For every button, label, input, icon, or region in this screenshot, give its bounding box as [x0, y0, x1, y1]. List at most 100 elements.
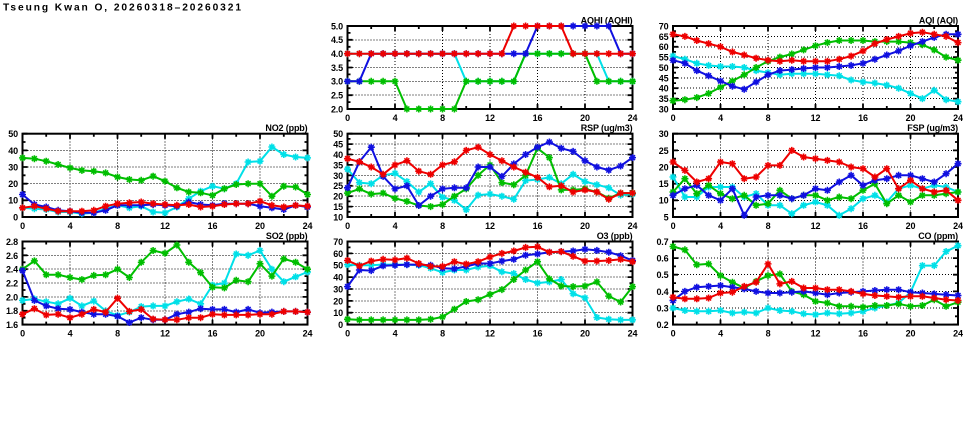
svg-text:20: 20: [580, 113, 590, 123]
svg-text:15: 15: [333, 202, 343, 212]
svg-text:8: 8: [115, 221, 120, 231]
svg-text:0: 0: [20, 329, 25, 339]
svg-text:2.0: 2.0: [331, 104, 343, 114]
svg-text:0: 0: [345, 329, 350, 339]
svg-text:0: 0: [13, 212, 18, 222]
svg-text:20: 20: [333, 192, 343, 202]
svg-text:12: 12: [485, 113, 495, 123]
svg-text:12: 12: [485, 329, 495, 339]
svg-text:CO (ppm): CO (ppm): [918, 231, 958, 241]
svg-text:4: 4: [393, 221, 398, 231]
svg-text:40: 40: [659, 84, 669, 94]
svg-text:0.4: 0.4: [656, 287, 668, 297]
svg-text:AQI (AQI): AQI (AQI): [919, 16, 958, 26]
svg-text:1.6: 1.6: [6, 320, 18, 330]
svg-text:0: 0: [345, 221, 350, 231]
svg-text:12: 12: [160, 329, 170, 339]
svg-text:SO2 (ppb): SO2 (ppb): [266, 231, 308, 241]
svg-text:0.3: 0.3: [656, 303, 668, 313]
svg-text:35: 35: [333, 160, 343, 170]
svg-text:4: 4: [68, 221, 73, 231]
svg-text:16: 16: [533, 221, 543, 231]
svg-text:30: 30: [659, 104, 669, 114]
svg-text:16: 16: [208, 221, 218, 231]
svg-text:30: 30: [8, 162, 18, 172]
svg-text:35: 35: [659, 94, 669, 104]
svg-text:15: 15: [659, 179, 669, 189]
svg-text:12: 12: [811, 221, 821, 231]
svg-text:4: 4: [68, 329, 73, 339]
svg-text:24: 24: [953, 113, 963, 123]
svg-text:24: 24: [953, 329, 963, 339]
svg-text:10: 10: [333, 308, 343, 318]
svg-text:16: 16: [858, 221, 868, 231]
svg-text:16: 16: [533, 329, 543, 339]
svg-text:10: 10: [8, 196, 18, 206]
svg-text:60: 60: [333, 249, 343, 259]
svg-text:20: 20: [333, 296, 343, 306]
svg-text:30: 30: [333, 171, 343, 181]
svg-text:24: 24: [628, 221, 638, 231]
svg-text:0: 0: [671, 221, 676, 231]
svg-text:0.5: 0.5: [656, 270, 668, 280]
svg-text:0: 0: [345, 113, 350, 123]
svg-text:20: 20: [255, 329, 265, 339]
svg-text:FSP (ug/m3): FSP (ug/m3): [907, 123, 958, 133]
svg-text:1.8: 1.8: [6, 306, 18, 316]
svg-text:24: 24: [303, 329, 313, 339]
svg-text:4: 4: [718, 329, 723, 339]
svg-text:25: 25: [659, 146, 669, 156]
svg-text:0: 0: [20, 221, 25, 231]
svg-text:25: 25: [333, 181, 343, 191]
svg-text:RSP (ug/m3): RSP (ug/m3): [581, 123, 633, 133]
svg-text:0: 0: [671, 113, 676, 123]
svg-text:16: 16: [858, 329, 868, 339]
svg-text:3.0: 3.0: [331, 77, 343, 87]
svg-text:10: 10: [659, 196, 669, 206]
svg-text:12: 12: [485, 221, 495, 231]
svg-text:3.5: 3.5: [331, 63, 343, 73]
svg-text:4.0: 4.0: [331, 49, 343, 59]
svg-text:20: 20: [906, 113, 916, 123]
svg-text:8: 8: [115, 329, 120, 339]
svg-text:2.4: 2.4: [6, 265, 18, 275]
svg-text:0.7: 0.7: [656, 237, 668, 247]
svg-text:0.2: 0.2: [656, 320, 668, 330]
svg-text:20: 20: [255, 221, 265, 231]
svg-text:10: 10: [333, 212, 343, 222]
svg-text:5.0: 5.0: [331, 21, 343, 31]
svg-text:16: 16: [858, 113, 868, 123]
svg-text:30: 30: [333, 284, 343, 294]
svg-text:20: 20: [580, 221, 590, 231]
svg-text:Tseung Kwan O, 20260318–202603: Tseung Kwan O, 20260318–20260321: [3, 3, 243, 14]
svg-text:45: 45: [333, 140, 343, 150]
svg-text:12: 12: [811, 113, 821, 123]
svg-text:65: 65: [659, 32, 669, 42]
svg-text:2.6: 2.6: [6, 251, 18, 261]
svg-text:45: 45: [659, 73, 669, 83]
svg-text:40: 40: [333, 273, 343, 283]
svg-text:70: 70: [659, 21, 669, 31]
svg-text:30: 30: [659, 129, 669, 139]
svg-text:NO2 (ppb): NO2 (ppb): [265, 123, 307, 133]
svg-text:4: 4: [393, 329, 398, 339]
svg-text:20: 20: [659, 162, 669, 172]
svg-text:4.5: 4.5: [331, 35, 343, 45]
svg-text:0.6: 0.6: [656, 254, 668, 264]
svg-text:40: 40: [8, 146, 18, 156]
svg-text:8: 8: [766, 113, 771, 123]
svg-text:8: 8: [766, 329, 771, 339]
svg-text:50: 50: [333, 261, 343, 271]
svg-text:8: 8: [766, 221, 771, 231]
svg-text:16: 16: [208, 329, 218, 339]
svg-text:50: 50: [8, 129, 18, 139]
svg-text:16: 16: [533, 113, 543, 123]
svg-text:12: 12: [811, 329, 821, 339]
svg-text:55: 55: [659, 53, 669, 63]
svg-text:8: 8: [440, 113, 445, 123]
svg-text:2.2: 2.2: [6, 278, 18, 288]
svg-text:4: 4: [718, 113, 723, 123]
svg-text:8: 8: [440, 329, 445, 339]
svg-text:50: 50: [659, 63, 669, 73]
svg-text:2.8: 2.8: [6, 237, 18, 247]
